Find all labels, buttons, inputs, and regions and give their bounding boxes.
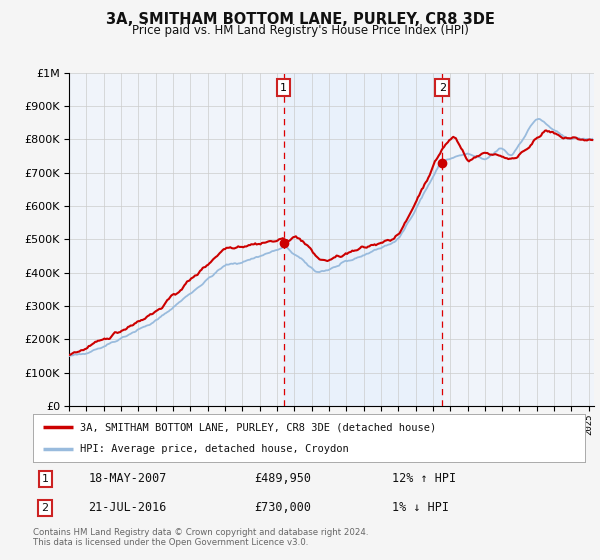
Text: 21-JUL-2016: 21-JUL-2016 [88,501,167,515]
Text: 1: 1 [41,474,49,484]
Text: 18-MAY-2007: 18-MAY-2007 [88,472,167,486]
Bar [284,73,442,406]
Text: 1: 1 [280,83,287,93]
Text: £489,950: £489,950 [254,472,311,486]
Text: 2: 2 [41,503,49,513]
Text: £730,000: £730,000 [254,501,311,515]
Text: Price paid vs. HM Land Registry's House Price Index (HPI): Price paid vs. HM Land Registry's House … [131,24,469,36]
Text: 3A, SMITHAM BOTTOM LANE, PURLEY, CR8 3DE: 3A, SMITHAM BOTTOM LANE, PURLEY, CR8 3DE [106,12,494,27]
Text: Contains HM Land Registry data © Crown copyright and database right 2024.
This d: Contains HM Land Registry data © Crown c… [33,528,368,547]
Text: 12% ↑ HPI: 12% ↑ HPI [392,472,456,486]
Text: 3A, SMITHAM BOTTOM LANE, PURLEY, CR8 3DE (detached house): 3A, SMITHAM BOTTOM LANE, PURLEY, CR8 3DE… [80,422,436,432]
Text: 2: 2 [439,83,446,93]
Text: HPI: Average price, detached house, Croydon: HPI: Average price, detached house, Croy… [80,444,349,454]
Text: 1% ↓ HPI: 1% ↓ HPI [392,501,449,515]
